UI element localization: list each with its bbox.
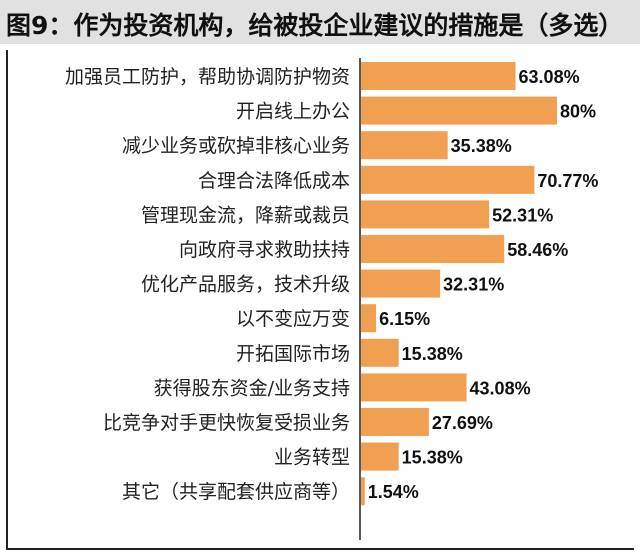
left-border-rule [6,50,8,550]
chart-title: 图9：作为投资机构，给被投企业建议的措施是（多选） [6,11,624,40]
category-label: 业务转型 [274,447,350,469]
value-label: 27.69% [432,413,493,433]
bar [361,408,429,436]
bar [361,62,516,90]
value-label: 80% [560,102,596,122]
value-label: 32.31% [443,275,504,295]
category-label: 开启线上办公 [236,101,350,123]
bar [361,269,441,298]
bar [361,235,505,263]
category-label: 向政府寻求救助扶持 [179,239,350,261]
category-label: 开拓国际市场 [236,343,350,365]
category-label: 比竞争对手更快恢复受损业务 [103,412,350,434]
value-label: 43.08% [470,378,531,398]
category-label: 管理现金流，降薪或裁员 [141,204,350,226]
category-label: 合理合法降低成本 [198,170,350,192]
bar [361,442,399,471]
value-label: 52.31% [492,205,553,225]
value-label: 15.38% [402,344,463,364]
bar [361,373,467,402]
category-label: 获得股东资金/业务支持 [154,377,350,399]
category-label: 加强员工防护，帮助协调防护物资 [65,66,350,88]
value-label: 58.46% [507,240,568,260]
bar [361,477,365,506]
bar [361,338,399,367]
bar [361,304,377,333]
category-label: 以不变应万变 [236,308,350,330]
bar [361,96,557,125]
value-label: 1.54% [368,482,419,502]
value-label: 6.15% [379,309,430,329]
bar [361,165,535,194]
category-label: 优化产品服务，技术升级 [141,274,350,296]
value-label: 70.77% [537,171,598,191]
bar [361,131,448,160]
category-label: 其它（共享配套供应商等） [122,481,350,503]
bar [361,200,490,229]
value-label: 35.38% [451,136,512,156]
title-bar: 图9：作为投资机构，给被投企业建议的措施是（多选） [0,0,640,44]
category-label: 减少业务或砍掉非核心业务 [122,135,350,157]
value-label: 63.08% [519,67,580,87]
bottom-border-rule [6,548,634,550]
value-label: 15.38% [402,448,463,468]
